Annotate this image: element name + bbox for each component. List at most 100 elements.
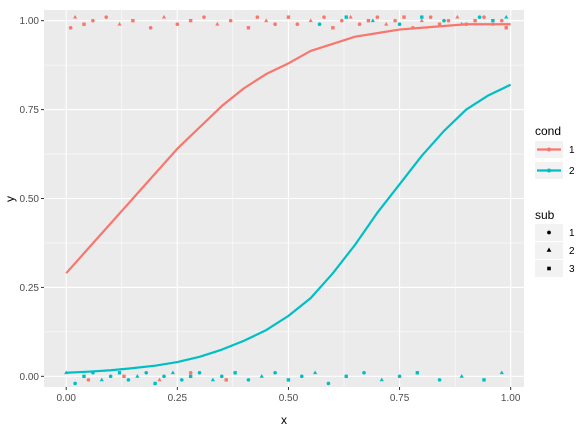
data-point [82, 374, 86, 379]
data-point [357, 22, 362, 27]
x-tick-label: 0.00 [56, 393, 76, 404]
legend-sub-3-label: 3 [569, 264, 575, 275]
x-tick-label: 0.25 [168, 393, 188, 404]
data-point [446, 18, 451, 23]
points-layer [64, 14, 509, 386]
data-point [419, 18, 424, 23]
y-tick-label: 0.25 [20, 283, 40, 294]
data-point [135, 374, 140, 378]
data-point [179, 378, 184, 382]
data-point [122, 374, 126, 379]
data-point [117, 21, 122, 26]
data-point [295, 22, 300, 27]
data-point [420, 15, 424, 19]
legend-cond: cond 1 2 [535, 124, 575, 179]
legend-cond-1-label: 1 [569, 145, 575, 156]
data-point [442, 18, 446, 23]
data-point [170, 370, 175, 375]
data-point [402, 15, 406, 19]
legend-sub-2-triangle [546, 247, 552, 252]
data-point [219, 374, 224, 379]
data-point [157, 377, 162, 382]
data-point [273, 370, 277, 375]
y-axis-title: y [3, 196, 17, 202]
data-point [437, 22, 442, 26]
data-point [397, 374, 402, 379]
legend-sub-title: sub [535, 208, 555, 222]
data-point [415, 371, 420, 375]
data-point [473, 18, 477, 23]
data-point [175, 22, 180, 27]
data-point [188, 370, 193, 375]
data-point [397, 22, 402, 27]
y-tick-label: 0.75 [20, 105, 40, 116]
data-point [73, 381, 77, 386]
data-point [259, 374, 264, 378]
data-point [148, 25, 153, 30]
legend-cond-title: cond [535, 124, 561, 138]
data-point [108, 374, 113, 379]
data-point [162, 374, 166, 379]
data-point [286, 15, 291, 19]
data-point [286, 378, 291, 382]
legend-cond-2-label: 2 [569, 166, 575, 177]
data-point [313, 370, 318, 375]
data-point [499, 18, 504, 23]
data-point [91, 18, 95, 23]
data-point [188, 18, 193, 23]
data-point [202, 15, 206, 19]
data-point [482, 15, 486, 19]
data-point [299, 374, 304, 379]
data-point [477, 15, 482, 19]
legend-sub-2-label: 2 [569, 246, 575, 257]
legend-sub-1-circle [547, 230, 551, 235]
data-point [188, 374, 193, 379]
data-point [326, 381, 331, 386]
data-point [153, 381, 157, 386]
data-point [86, 378, 91, 382]
fitted-curve-cond-1 [65, 23, 511, 274]
data-point [144, 370, 149, 375]
data-point [339, 18, 344, 23]
data-point [370, 18, 375, 23]
data-point [379, 377, 384, 382]
x-tick-label: 0.75 [390, 393, 410, 404]
data-point [131, 18, 135, 23]
data-point [255, 15, 260, 19]
legend-sub: sub 1 2 3 [535, 208, 575, 277]
curves-layer [65, 23, 512, 374]
grid-layer [44, 10, 524, 387]
data-point [246, 26, 251, 30]
x-tick-label: 0.50 [279, 393, 299, 404]
data-point [384, 21, 389, 26]
data-point [482, 378, 486, 382]
legend-sub-1-label: 1 [569, 228, 575, 239]
data-point [317, 22, 322, 27]
y-tick-label: 0.50 [20, 194, 40, 205]
x-axis-title: x [281, 413, 287, 427]
data-point [459, 374, 464, 378]
data-point [344, 15, 348, 19]
data-point [362, 370, 366, 375]
data-point [491, 18, 495, 23]
data-point [273, 22, 277, 27]
legend-sub-3-square [547, 266, 551, 271]
data-point [224, 378, 228, 382]
data-point [499, 370, 504, 375]
data-point [210, 377, 215, 382]
data-point [126, 378, 131, 382]
data-point [246, 378, 251, 382]
data-point [504, 26, 508, 30]
data-point [348, 14, 353, 19]
data-point [428, 15, 433, 19]
fitted-curve-cond-2 [66, 83, 512, 374]
data-point [308, 18, 313, 23]
data-point [344, 374, 348, 379]
data-point [393, 18, 397, 23]
data-point [228, 18, 233, 23]
data-point [99, 377, 104, 382]
data-point [197, 370, 202, 375]
data-point [73, 14, 78, 19]
